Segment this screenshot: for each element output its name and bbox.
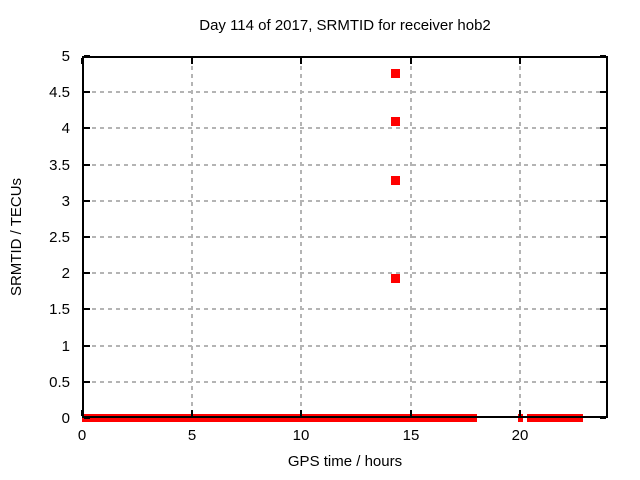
zero-line-band xyxy=(518,414,523,422)
y-tick-label: 0.5 xyxy=(49,374,70,391)
x-tick-mark-top xyxy=(519,58,521,64)
x-tick-mark-bottom xyxy=(191,410,193,416)
y-tick-mark-right xyxy=(600,345,606,347)
y-tick-mark-left xyxy=(84,236,90,238)
y-tick-mark-left xyxy=(84,272,90,274)
y-tick-mark-right xyxy=(600,164,606,166)
y-tick-mark-right xyxy=(600,91,606,93)
y-tick-mark-left xyxy=(84,200,90,202)
x-axis-label: GPS time / hours xyxy=(287,453,403,470)
x-tick-mark-bottom xyxy=(519,410,521,416)
y-tick-label: 4.5 xyxy=(49,84,70,101)
gridline-horizontal xyxy=(84,91,606,93)
y-tick-mark-right xyxy=(600,55,606,57)
x-tick-mark-top xyxy=(410,58,412,64)
x-tick-label: 15 xyxy=(402,427,420,444)
y-tick-mark-left xyxy=(84,381,90,383)
gridline-horizontal xyxy=(84,164,606,166)
x-tick-label: 5 xyxy=(187,427,197,444)
y-tick-mark-left xyxy=(84,164,90,166)
y-tick-mark-left xyxy=(84,345,90,347)
y-tick-mark-right xyxy=(600,200,606,202)
y-tick-label: 3 xyxy=(61,193,70,210)
gridline-horizontal xyxy=(84,127,606,129)
gridline-horizontal xyxy=(84,200,606,202)
x-tick-mark-bottom xyxy=(81,410,83,416)
y-tick-mark-left xyxy=(84,55,90,57)
y-tick-mark-right xyxy=(600,272,606,274)
data-point-marker xyxy=(391,274,400,283)
y-tick-label: 4 xyxy=(61,120,70,137)
x-tick-label: 0 xyxy=(77,427,87,444)
zero-line-band xyxy=(527,414,583,422)
x-tick-mark-top xyxy=(300,58,302,64)
y-tick-label: 0 xyxy=(61,410,70,427)
x-tick-mark-top xyxy=(81,58,83,64)
y-tick-label: 2 xyxy=(61,265,70,282)
y-tick-mark-right xyxy=(600,127,606,129)
data-point-marker xyxy=(391,69,400,78)
data-point-marker xyxy=(391,117,400,126)
gridline-horizontal xyxy=(84,381,606,383)
y-tick-mark-right xyxy=(600,381,606,383)
y-tick-mark-left xyxy=(84,91,90,93)
y-tick-label: 5 xyxy=(61,48,70,65)
y-tick-label: 1.5 xyxy=(49,301,70,318)
chart-title: Day 114 of 2017, SRMTID for receiver hob… xyxy=(199,17,491,34)
y-tick-mark-right xyxy=(600,236,606,238)
y-tick-mark-left xyxy=(84,417,90,419)
gridline-horizontal xyxy=(84,345,606,347)
x-tick-mark-bottom xyxy=(300,410,302,416)
zero-line-band xyxy=(82,414,477,422)
x-tick-mark-bottom xyxy=(410,410,412,416)
y-tick-mark-right xyxy=(600,308,606,310)
gridline-horizontal xyxy=(84,272,606,274)
plot-area: 0 5 10 15 20 0 0.5 1 1.5 2 2.5 3 3.5 4 4.5 5 xyxy=(49,49,608,443)
y-tick-label: 1 xyxy=(61,338,70,355)
data-point-marker xyxy=(391,176,400,185)
x-tick-label: 10 xyxy=(292,427,310,444)
gridline-horizontal xyxy=(84,308,606,310)
gridline-horizontal xyxy=(84,236,606,238)
x-tick-label: 20 xyxy=(511,427,529,444)
y-tick-label: 2.5 xyxy=(49,229,70,246)
y-tick-mark-left xyxy=(84,127,90,129)
y-tick-label: 3.5 xyxy=(49,157,70,174)
y-tick-mark-right xyxy=(600,417,606,419)
x-tick-mark-top xyxy=(191,58,193,64)
y-axis-label: SRMTID / TECUs xyxy=(8,177,25,297)
y-tick-mark-left xyxy=(84,308,90,310)
